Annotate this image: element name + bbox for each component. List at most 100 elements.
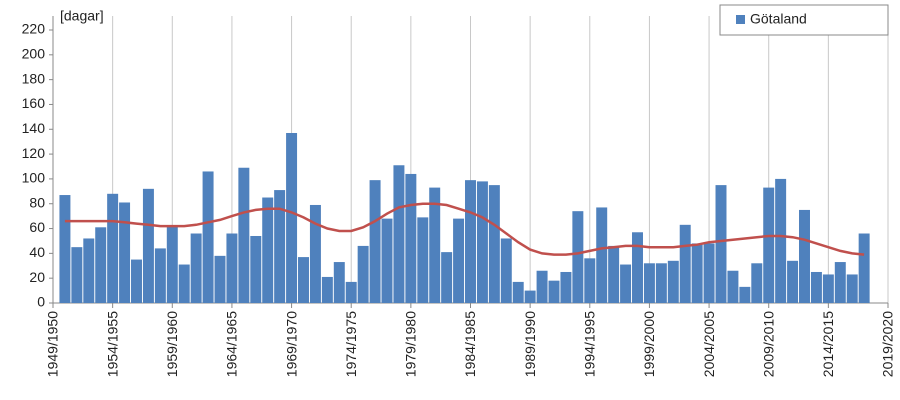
bar (715, 185, 727, 303)
bar (393, 165, 405, 303)
bar (620, 264, 632, 303)
bar (202, 171, 214, 303)
x-tick-label: 1989/1990 (522, 311, 538, 377)
x-tick-label: 2009/2010 (760, 311, 776, 377)
bar (166, 226, 178, 303)
bar (643, 263, 655, 303)
bar (119, 202, 131, 303)
bar (309, 204, 321, 303)
x-tick-label: 1969/1970 (283, 311, 299, 377)
y-tick-label: 180 (22, 70, 46, 86)
bar (95, 227, 107, 303)
x-tick-label: 1949/1950 (45, 311, 61, 377)
x-tick-label: 1999/2000 (641, 311, 657, 377)
y-tick-label: 140 (22, 120, 46, 136)
x-tick-label: 1964/1965 (224, 311, 240, 377)
bar (739, 286, 751, 303)
bar (345, 281, 357, 303)
bar (190, 233, 202, 303)
bar (787, 260, 799, 303)
legend-box (719, 4, 889, 36)
bar (596, 207, 608, 303)
y-tick-label: 100 (22, 170, 46, 186)
bar (512, 281, 524, 303)
bar (71, 247, 83, 303)
bar (822, 274, 834, 303)
bar (321, 276, 333, 303)
bar (775, 178, 787, 303)
x-tick-label: 2019/2020 (880, 311, 896, 377)
x-tick-label: 1984/1985 (462, 311, 478, 377)
bar (548, 280, 560, 303)
bar (274, 190, 286, 303)
bar (250, 235, 262, 303)
bar (453, 218, 465, 303)
x-tick-label: 1974/1975 (343, 311, 359, 377)
bar (810, 271, 822, 303)
x-tick-label: 1979/1980 (403, 311, 419, 377)
legend-label: Götaland (750, 11, 807, 27)
bar (154, 248, 166, 303)
bar (632, 232, 643, 303)
bar (572, 211, 584, 303)
bar (476, 181, 488, 303)
bar (751, 263, 763, 303)
y-tick-label: 80 (29, 194, 45, 210)
bar (298, 257, 309, 303)
x-tick-label: 2004/2005 (701, 311, 717, 377)
bar (846, 274, 858, 303)
bar (465, 180, 476, 303)
bar (369, 180, 381, 303)
bar (500, 238, 512, 303)
y-tick-label: 120 (22, 145, 46, 161)
bar (262, 197, 274, 303)
bar (441, 252, 453, 303)
bar (142, 188, 154, 303)
bar (381, 218, 393, 303)
bar (858, 233, 870, 303)
y-axis-label: [dagar] (60, 8, 104, 24)
x-tick-label: 1954/1955 (104, 311, 120, 377)
y-tick-label: 20 (29, 269, 45, 285)
y-tick-label: 160 (22, 95, 46, 111)
y-tick-label: 60 (29, 219, 45, 235)
x-tick-label: 1994/1995 (581, 311, 597, 377)
bar (763, 187, 775, 303)
bar (131, 259, 142, 303)
bar (584, 258, 596, 303)
x-tick-label: 1959/1960 (164, 311, 180, 377)
bar (679, 224, 691, 303)
y-tick-label: 40 (29, 244, 45, 260)
bar (333, 262, 345, 303)
bar (238, 167, 250, 303)
bar (536, 270, 548, 303)
y-tick-label: 0 (37, 294, 45, 310)
bar (417, 217, 429, 303)
bar (727, 270, 739, 303)
bar (608, 245, 620, 303)
bar (107, 193, 119, 303)
x-tick-label: 2014/2015 (820, 311, 836, 377)
bar (524, 290, 536, 303)
bar (83, 238, 95, 303)
bar (214, 255, 226, 303)
bar (357, 245, 369, 303)
bar (178, 264, 190, 303)
bar (703, 243, 715, 303)
bar (691, 243, 703, 303)
bar (429, 187, 441, 303)
y-tick-label: 200 (22, 46, 46, 62)
bar (405, 173, 417, 303)
bar (226, 233, 238, 303)
trend-line (64, 202, 865, 256)
legend-swatch (736, 15, 745, 24)
bar (59, 195, 71, 303)
bar (799, 209, 810, 303)
bar (655, 263, 667, 303)
y-tick-label: 220 (22, 21, 46, 37)
bar (667, 260, 679, 303)
bar (834, 262, 846, 303)
bar (488, 185, 500, 303)
bar (286, 132, 298, 303)
bar (560, 271, 572, 303)
